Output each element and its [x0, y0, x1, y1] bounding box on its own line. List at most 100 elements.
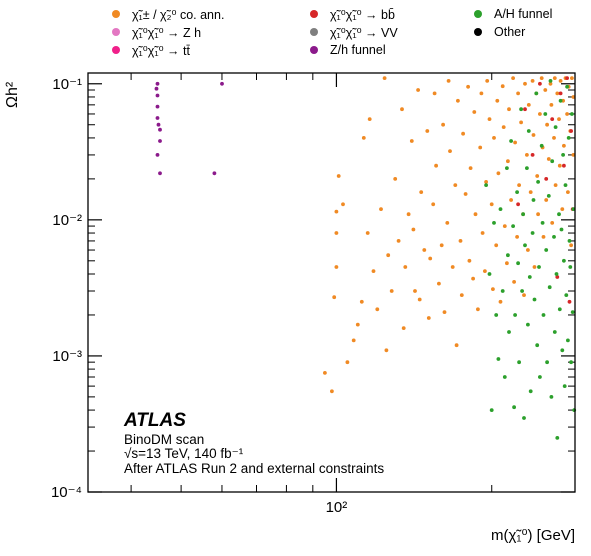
- legend-item: χ̃₁⁰χ̃₁⁰ → Z h: [112, 24, 201, 40]
- data-point: [513, 313, 517, 317]
- data-point: [550, 221, 555, 225]
- data-point: [566, 338, 570, 343]
- data-point: [480, 231, 485, 235]
- data-point: [562, 384, 567, 388]
- legend-item: A/H funnel: [474, 6, 552, 22]
- data-point: [156, 122, 161, 127]
- data-point: [448, 149, 452, 154]
- data-point: [495, 98, 500, 103]
- data-point: [155, 116, 160, 120]
- data-point: [334, 209, 339, 214]
- data-point: [379, 207, 383, 212]
- data-point: [409, 139, 414, 143]
- data-point: [558, 79, 563, 83]
- data-point: [532, 297, 537, 302]
- data-point: [546, 157, 551, 161]
- data-point: [155, 153, 160, 157]
- data-point: [501, 125, 506, 129]
- data-point: [553, 183, 558, 188]
- data-point: [570, 76, 574, 80]
- data-point: [393, 177, 398, 181]
- data-point: [571, 153, 576, 157]
- data-point: [479, 91, 484, 96]
- legend-marker: [474, 10, 482, 18]
- data-point: [558, 98, 563, 103]
- data-point: [500, 289, 505, 293]
- data-point: [557, 117, 561, 121]
- legend-label: A/H funnel: [494, 7, 553, 21]
- data-point: [334, 231, 339, 235]
- data-point: [547, 285, 552, 290]
- data-point: [544, 248, 549, 252]
- tick-labels: 10⁻¹ 10⁻² 10⁻³ 10⁻⁴ 10²: [51, 76, 347, 516]
- data-point: [535, 343, 540, 348]
- data-point: [538, 112, 542, 116]
- data-point: [441, 122, 445, 127]
- data-point: [509, 198, 513, 202]
- data-point: [564, 293, 569, 297]
- legend-label: χ̃₁⁰χ̃₁⁰ → bb̄: [330, 7, 395, 22]
- data-point: [351, 338, 356, 343]
- data-point: [506, 253, 510, 258]
- data-point: [428, 256, 433, 261]
- data-point: [562, 258, 566, 263]
- data-point: [528, 190, 533, 195]
- legend-marker: [474, 28, 482, 36]
- data-point: [400, 107, 404, 112]
- data-point: [489, 202, 494, 207]
- data-point: [507, 107, 511, 112]
- data-point: [562, 143, 566, 148]
- data-point: [511, 76, 515, 80]
- data-point: [463, 192, 468, 196]
- data-point: [445, 221, 450, 225]
- data-point: [432, 91, 437, 96]
- data-point: [536, 180, 540, 184]
- data-point: [492, 221, 496, 225]
- data-point: [450, 265, 455, 269]
- legend-label: χ̃₁⁰χ̃₁⁰ → tt̄: [132, 43, 190, 58]
- data-point: [365, 231, 370, 235]
- y-tick-label: 10⁻¹: [52, 76, 82, 93]
- data-point: [517, 360, 521, 365]
- data-point: [566, 136, 571, 140]
- data-point: [559, 227, 564, 232]
- data-point: [355, 322, 360, 327]
- y-tick-label: 10⁻⁴: [51, 484, 82, 501]
- data-point: [525, 166, 529, 171]
- data-point: [549, 103, 554, 107]
- legend-item: χ̃₁± / χ̃₂⁰ co. ann.: [112, 6, 224, 22]
- data-point: [526, 129, 531, 133]
- data-point: [505, 166, 509, 171]
- data-point: [562, 163, 566, 168]
- data-point: [359, 299, 364, 304]
- data-point: [565, 76, 569, 80]
- data-point: [454, 343, 459, 348]
- data-point: [527, 275, 532, 279]
- y-tick-label: 10⁻³: [52, 348, 82, 365]
- data-point: [541, 235, 546, 239]
- data-point: [489, 408, 494, 412]
- data-point: [416, 88, 420, 92]
- data-point: [558, 91, 563, 96]
- data-point: [459, 293, 464, 297]
- legend-marker: [112, 10, 120, 18]
- data-point: [517, 183, 521, 188]
- data-point: [396, 239, 401, 243]
- data-point: [496, 171, 501, 176]
- data-point: [439, 243, 444, 248]
- data-point: [526, 322, 530, 327]
- data-point: [516, 261, 520, 266]
- y-axis-label: Ωh²: [4, 81, 21, 108]
- data-point: [538, 81, 542, 86]
- data-point: [371, 269, 376, 273]
- data-point: [532, 265, 537, 269]
- data-point: [461, 131, 465, 136]
- data-point: [382, 76, 387, 80]
- data-point: [155, 81, 160, 86]
- data-point: [523, 243, 527, 248]
- data-point: [375, 307, 380, 312]
- data-point: [521, 212, 525, 217]
- data-point: [557, 163, 562, 168]
- data-point: [515, 235, 519, 239]
- data-point: [530, 79, 535, 83]
